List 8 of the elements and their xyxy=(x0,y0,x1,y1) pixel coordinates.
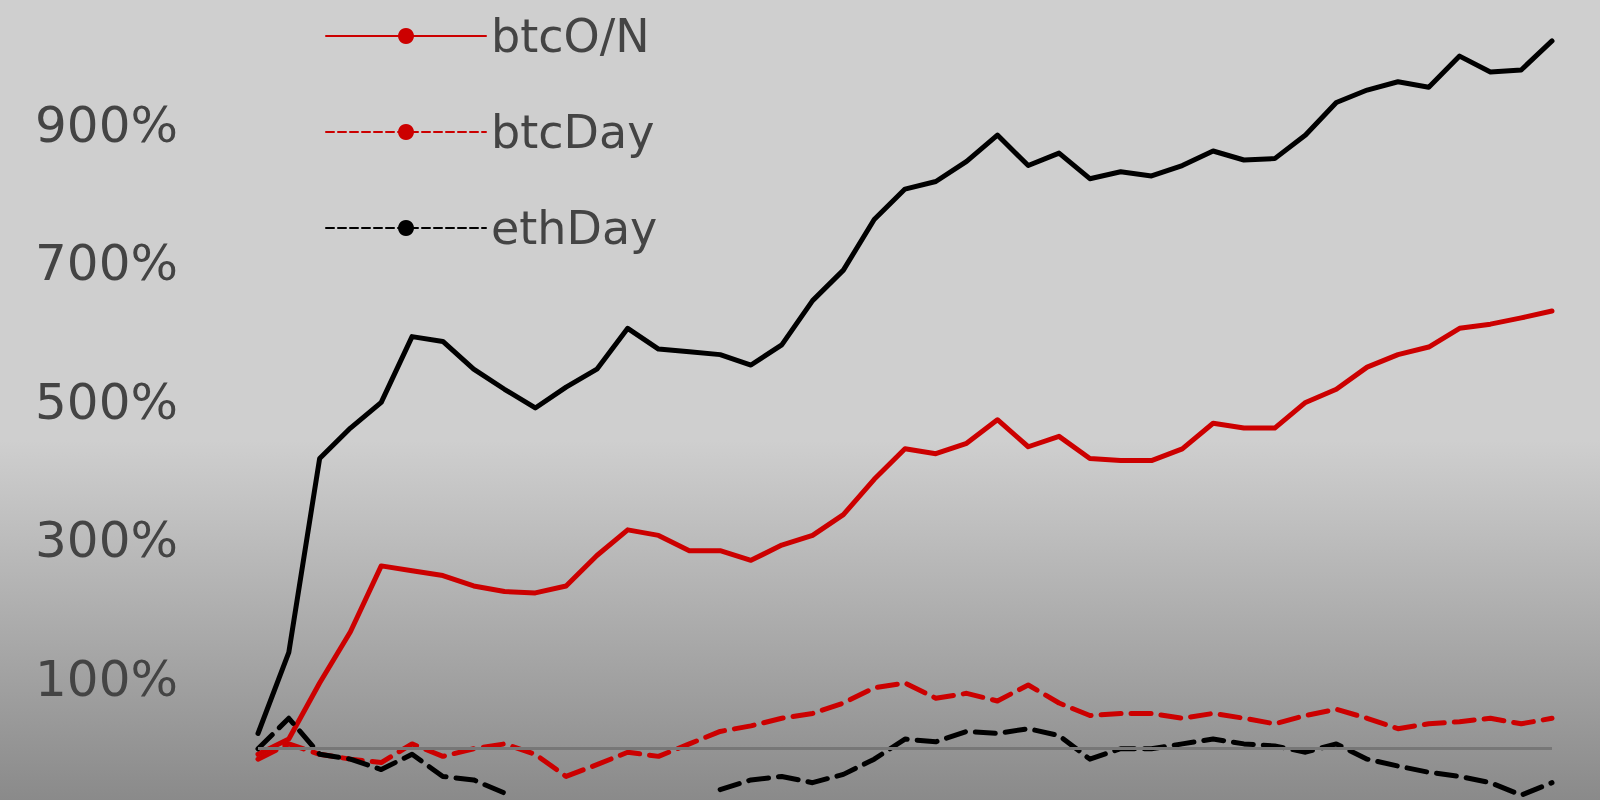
y-tick-label: 700% xyxy=(35,234,178,293)
y-tick-label: 300% xyxy=(35,511,178,570)
y-tick-label: 100% xyxy=(35,649,178,708)
legend-label: ethDay xyxy=(491,201,658,255)
legend-label: btcDay xyxy=(491,105,655,159)
y-tick-label: 500% xyxy=(35,372,178,431)
legend-label: btcO/N xyxy=(491,9,650,63)
y-tick-label: 900% xyxy=(35,95,178,154)
